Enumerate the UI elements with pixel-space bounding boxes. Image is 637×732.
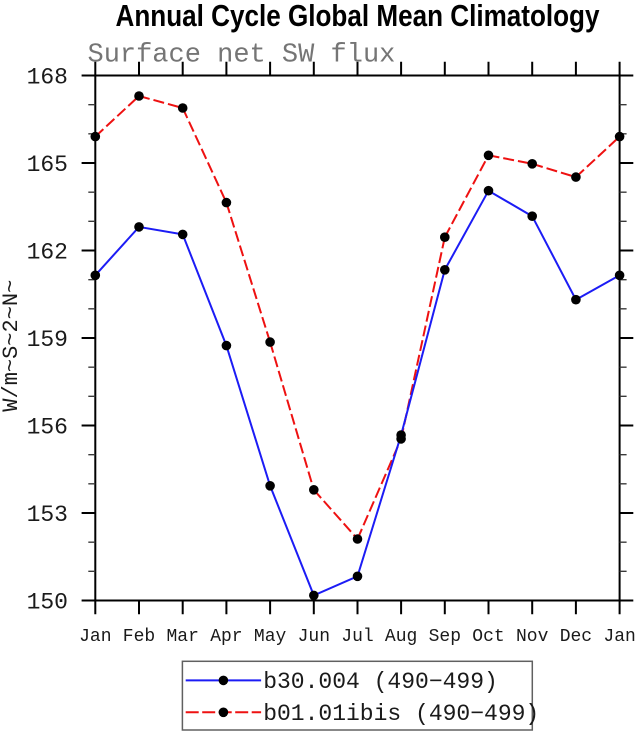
svg-text:Jul: Jul bbox=[341, 627, 373, 647]
svg-text:165: 165 bbox=[27, 152, 68, 178]
svg-text:Jan: Jan bbox=[603, 627, 635, 647]
svg-text:Mar: Mar bbox=[166, 627, 198, 647]
svg-text:Oct: Oct bbox=[472, 627, 504, 647]
svg-text:156: 156 bbox=[27, 414, 68, 440]
svg-text:162: 162 bbox=[27, 239, 68, 265]
svg-text:Sep: Sep bbox=[429, 627, 461, 647]
svg-text:Dec: Dec bbox=[560, 627, 592, 647]
svg-text:Apr: Apr bbox=[210, 627, 242, 647]
svg-text:Jun: Jun bbox=[298, 627, 330, 647]
svg-text:Feb: Feb bbox=[123, 627, 155, 647]
svg-text:168: 168 bbox=[27, 64, 68, 90]
svg-text:Annual Cycle Global Mean Clima: Annual Cycle Global Mean Climatology bbox=[116, 0, 601, 33]
svg-text:b30.004 (490−499): b30.004 (490−499) bbox=[263, 669, 498, 695]
svg-text:Aug: Aug bbox=[385, 627, 417, 647]
svg-text:b01.01ibis (490−499): b01.01ibis (490−499) bbox=[263, 701, 539, 727]
svg-text:Nov: Nov bbox=[516, 627, 549, 647]
svg-text:150: 150 bbox=[27, 589, 68, 615]
svg-text:W/m~S~2~N~: W/m~S~2~N~ bbox=[0, 280, 24, 412]
svg-text:May: May bbox=[254, 627, 287, 647]
svg-text:153: 153 bbox=[27, 502, 68, 528]
svg-text:159: 159 bbox=[27, 327, 68, 353]
svg-text:Jan: Jan bbox=[79, 627, 111, 647]
svg-text:Surface net SW flux: Surface net SW flux bbox=[88, 41, 396, 71]
